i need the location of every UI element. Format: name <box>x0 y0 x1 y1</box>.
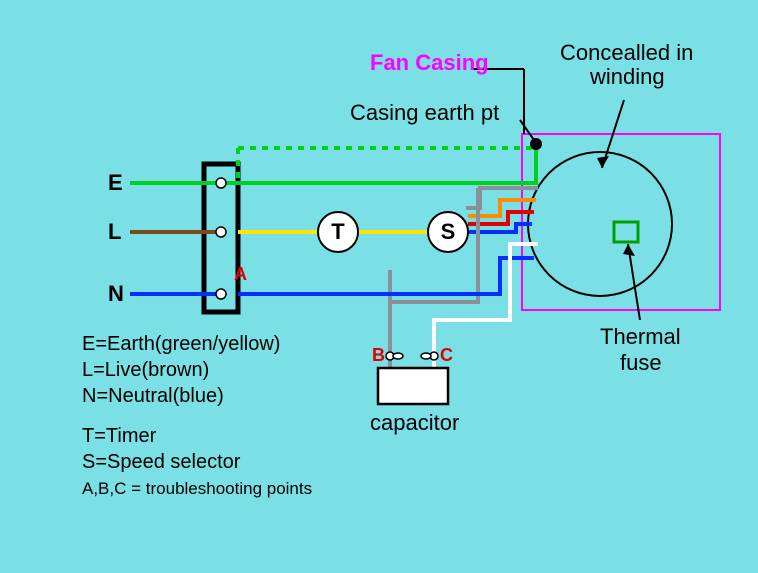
point-c-link <box>421 353 431 359</box>
wiring-diagram: Fan Casing Concealled inwinding Casing ear… <box>0 0 758 573</box>
label-l: L <box>108 219 121 244</box>
terminal-termE <box>216 178 226 188</box>
legend-l: L=Live(brown) <box>82 359 209 381</box>
label-n: N <box>108 281 124 306</box>
label-concealed-2: winding <box>589 64 665 89</box>
label-fan-casing: Fan Casing <box>370 50 489 75</box>
label-s: S <box>441 219 456 244</box>
label-thermal-2: fuse <box>620 350 662 375</box>
label-t: T <box>331 219 345 244</box>
label-a: A <box>234 264 247 284</box>
legend-s: S=Speed selector <box>82 451 241 473</box>
label-concealed-1: Concealled in <box>560 40 693 65</box>
terminal-termL <box>216 227 226 237</box>
legend-t: T=Timer <box>82 425 157 447</box>
label-thermal-1: Thermal <box>600 324 681 349</box>
label-casing-earth: Casing earth pt <box>350 100 499 125</box>
legend-abc: A,B,C = troubleshooting points <box>82 479 312 498</box>
legend-n: N=Neutral(blue) <box>82 385 224 407</box>
label-capacitor: capacitor <box>370 410 459 435</box>
thermal-fuse-inner <box>618 226 626 238</box>
terminal-termN <box>216 289 226 299</box>
casing-earth-point <box>530 138 542 150</box>
legend-e: E=Earth(green/yellow) <box>82 333 280 355</box>
label-c: C <box>440 345 453 365</box>
label-b: B <box>372 345 385 365</box>
label-e: E <box>108 170 123 195</box>
capacitor <box>378 368 448 404</box>
point-b-link <box>393 353 403 359</box>
